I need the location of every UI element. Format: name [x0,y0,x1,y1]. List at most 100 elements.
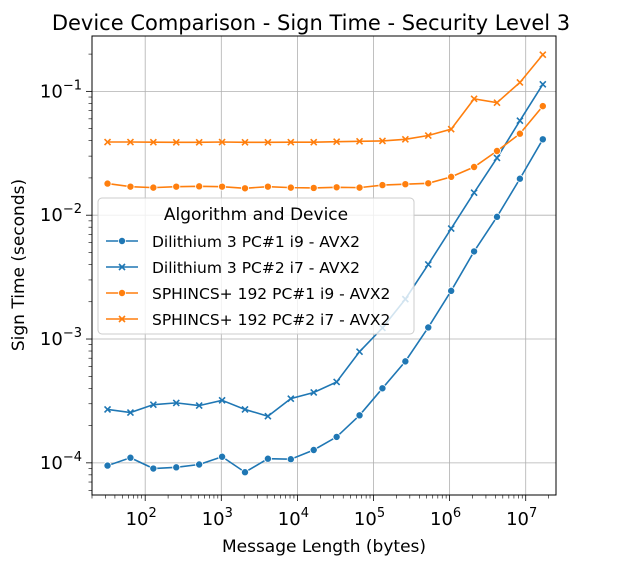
data-point [492,146,501,155]
data-point [195,460,204,469]
data-point [447,125,455,133]
data-point [424,179,433,188]
data-point [310,388,318,397]
data-point [195,138,203,146]
y-tick-label: 10−2 [40,202,82,226]
data-point [539,80,547,88]
data-point [310,138,318,146]
y-axis-label: Sign Time (seconds) [9,179,29,351]
legend-frame [97,197,415,335]
data-point [263,454,272,463]
data-point [218,138,226,146]
data-point [126,408,135,417]
data-point [264,138,272,146]
data-point [333,378,341,386]
series-3 [103,102,547,193]
data-point [355,411,364,420]
data-point [447,172,456,181]
legend-marker [118,288,127,297]
x-tick-label: 104 [278,506,309,530]
data-point [401,135,409,143]
x-tick-label: 105 [354,506,385,530]
legend-entries: Dilithium 3 PC#1 i9 - AVX2 Dilithium 3 PC… [106,233,390,329]
series-line [107,54,544,144]
data-point [149,183,158,192]
data-point [149,401,157,409]
data-point [332,432,341,441]
data-point [401,357,410,366]
x-axis-ticks: 102 103 104 105 106 107 [91,495,549,530]
chart-title: Device Comparison - Sign Time - Security… [52,11,570,35]
legend-marker [118,236,127,245]
data-point [172,138,180,146]
data-point [103,138,112,146]
data-point [309,445,318,454]
data-point [103,179,112,188]
data-point [126,453,135,462]
y-tick-label: 10−4 [40,450,82,474]
data-point [515,129,524,138]
series-line [107,83,544,418]
data-point [470,189,478,197]
x-tick-label: 107 [506,506,537,530]
data-point [195,402,203,410]
data-point [424,131,432,140]
data-point [309,183,318,192]
legend-entry: Dilithium 3 PC#1 i9 - AVX2 [106,233,360,251]
data-point [492,212,501,221]
data-point [378,137,387,145]
data-point [149,464,158,473]
data-point [172,463,181,472]
data-point [424,260,432,269]
data-point [401,180,410,189]
data-point [355,137,364,145]
data-point [516,78,524,87]
series-2 [103,80,547,420]
data-point [286,183,295,192]
data-point [538,135,547,144]
series-1 [103,135,547,477]
data-point [332,183,341,192]
data-point [378,181,387,190]
data-point [493,99,501,107]
data-point [515,174,524,183]
data-point [218,396,226,404]
legend-label: SPHINCS+ 192 PC#2 i7 - AVX2 [152,311,390,329]
legend-entry: Dilithium 3 PC#2 i7 - AVX2 [106,259,360,277]
data-point [240,184,249,193]
data-point [470,163,479,172]
data-point [264,412,272,420]
data-point [126,138,135,146]
series-4 [103,51,547,146]
data-point [126,182,135,191]
data-point [241,405,249,414]
legend-marker [118,263,126,271]
data-point [172,182,181,191]
data-point [516,117,524,125]
series-layer [103,51,547,477]
data-point [355,183,364,192]
legend-marker [118,315,126,323]
data-point [263,182,272,191]
legend-entry: SPHINCS+ 192 PC#1 i9 - AVX2 [106,285,390,303]
data-point [378,384,387,393]
y-tick-label: 10−3 [40,326,82,350]
data-point [103,461,112,470]
data-point [218,452,227,461]
data-point [172,399,180,407]
data-point [241,138,249,146]
data-point [493,154,501,162]
legend-title: Algorithm and Device [164,205,348,225]
data-point [355,348,364,356]
legend-label: Dilithium 3 PC#1 i9 - AVX2 [152,233,360,251]
x-axis-label: Message Length (bytes) [222,537,426,557]
data-point [195,182,204,191]
data-point [538,102,547,111]
legend-label: SPHINCS+ 192 PC#1 i9 - AVX2 [152,285,390,303]
plot-frame [91,35,557,496]
data-point [103,405,112,414]
x-tick-label: 103 [202,506,233,530]
legend-label: Dilithium 3 PC#2 i7 - AVX2 [152,259,360,277]
data-point [539,51,547,59]
y-axis-ticks: 10−4 10−3 10−2 10−1 [40,53,92,491]
